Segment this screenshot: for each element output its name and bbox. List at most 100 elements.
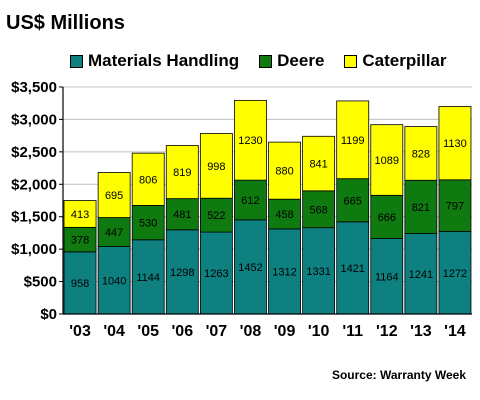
bar-deere <box>234 179 267 221</box>
legend-item-deere: Deere <box>259 51 324 71</box>
legend-swatch-caterpillar <box>344 54 358 68</box>
bar-deere <box>199 197 233 233</box>
legend-item-materials-handling: Materials Handling <box>70 51 239 71</box>
bar-caterpillar <box>63 200 97 228</box>
data-label: 612 <box>241 195 259 207</box>
data-label: 481 <box>173 209 191 221</box>
data-label: 1312 <box>272 266 296 278</box>
data-label: 458 <box>275 209 293 221</box>
data-label: 522 <box>207 210 225 222</box>
legend-item-caterpillar: Caterpillar <box>344 51 447 71</box>
data-label: 1164 <box>375 271 399 283</box>
bar-materials-handling <box>131 239 165 315</box>
bar-caterpillar <box>370 124 404 196</box>
bar-materials-handling <box>404 233 438 315</box>
data-label: 1452 <box>238 262 262 274</box>
data-label: 695 <box>105 190 123 202</box>
data-label: 413 <box>71 209 89 221</box>
data-label: 998 <box>207 161 225 173</box>
bar-deere <box>404 179 438 234</box>
bar-deere <box>165 198 199 231</box>
data-label: 828 <box>412 148 430 160</box>
bar-deere <box>268 198 301 230</box>
legend-swatch-deere <box>259 54 273 68</box>
legend: Materials Handling Deere Caterpillar <box>70 50 467 72</box>
x-tick-label: '13 <box>410 323 432 340</box>
bar-caterpillar <box>234 99 267 181</box>
y-tick-label: $1,500 <box>11 209 57 226</box>
data-label: 530 <box>139 218 157 230</box>
y-tick-label: $0 <box>40 306 57 323</box>
bar-caterpillar <box>336 100 370 180</box>
legend-swatch-materials-handling <box>70 54 83 68</box>
bar-materials-handling <box>370 238 404 315</box>
data-label: 1272 <box>443 268 467 280</box>
bar-deere <box>97 217 131 247</box>
data-label: 1144 <box>136 272 160 284</box>
data-label: 1040 <box>102 275 126 287</box>
data-label: 819 <box>173 167 191 179</box>
bar-deere <box>131 205 165 241</box>
data-label: 1089 <box>375 155 399 167</box>
legend-label-caterpillar: Caterpillar <box>362 51 447 70</box>
y-tick-label: $3,000 <box>11 111 57 128</box>
x-tick-label: '09 <box>274 323 296 340</box>
data-label: 1199 <box>341 135 365 147</box>
data-label: 665 <box>344 195 362 207</box>
data-label: 1130 <box>443 138 467 150</box>
data-label: 666 <box>378 212 396 224</box>
data-label: 1241 <box>409 269 433 281</box>
data-label: 880 <box>275 166 293 178</box>
x-tick-label: '06 <box>171 323 193 340</box>
legend-label-deere: Deere <box>277 51 325 70</box>
data-label: 821 <box>412 202 430 214</box>
bar-materials-handling <box>268 228 301 315</box>
data-label: 1421 <box>340 263 364 275</box>
data-label: 1331 <box>306 266 330 278</box>
y-tick-label: $2,500 <box>11 144 57 161</box>
data-label: 568 <box>309 204 327 216</box>
bar-materials-handling <box>438 231 472 315</box>
source-note: Source: Warranty Week <box>331 368 466 382</box>
chart-title: US$ Millions <box>6 12 125 34</box>
bar-caterpillar <box>97 172 131 218</box>
x-tick-label: '03 <box>69 323 91 340</box>
data-label: 378 <box>71 235 89 247</box>
y-tick-label: $2,000 <box>11 176 57 193</box>
y-tick-label: $1,000 <box>11 241 57 258</box>
bar-deere <box>336 178 370 223</box>
bar-caterpillar <box>165 145 199 200</box>
x-tick-label: '11 <box>342 323 363 340</box>
bar-caterpillar <box>404 126 438 181</box>
data-label: 841 <box>309 159 327 171</box>
bar-caterpillar <box>199 133 233 199</box>
data-label: 806 <box>139 174 157 186</box>
x-tick-label: '08 <box>240 323 262 340</box>
bar-deere <box>370 194 404 239</box>
y-tick-label: $500 <box>24 274 57 291</box>
data-label: 1263 <box>204 268 228 280</box>
x-tick-label: '14 <box>444 323 466 340</box>
bar-deere <box>302 190 336 229</box>
data-label: 958 <box>71 278 89 290</box>
data-label: 1298 <box>170 267 194 279</box>
x-tick-label: '10 <box>308 323 330 340</box>
plot-background <box>63 87 472 314</box>
bar-deere <box>63 226 97 253</box>
bar-materials-handling <box>302 227 336 315</box>
bar-deere <box>438 179 472 232</box>
bar-materials-handling <box>199 231 233 315</box>
bar-caterpillar <box>131 152 165 206</box>
x-tick-label: '07 <box>206 323 228 340</box>
data-label: 447 <box>105 227 123 239</box>
data-label: 1230 <box>238 135 262 147</box>
y-tick-label: $3,500 <box>11 79 57 96</box>
x-tick-label: '05 <box>137 323 159 340</box>
legend-label-materials-handling: Materials Handling <box>88 51 240 70</box>
x-tick-label: '04 <box>103 323 125 340</box>
x-tick-label: '12 <box>376 323 398 340</box>
bar-caterpillar <box>302 135 336 192</box>
bar-caterpillar <box>268 141 301 200</box>
